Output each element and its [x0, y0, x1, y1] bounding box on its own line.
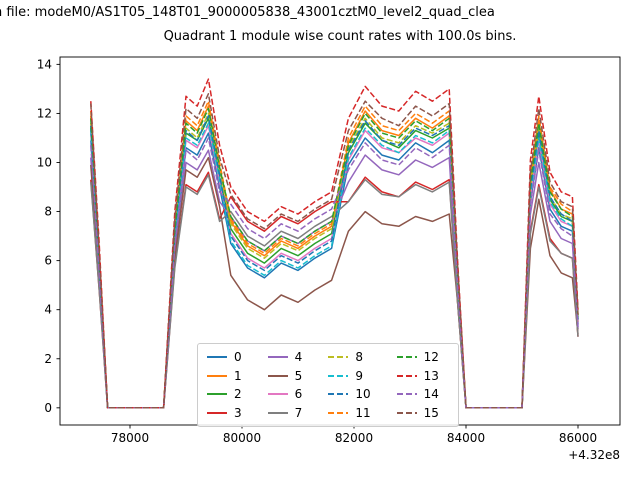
legend-line-sample-12 — [396, 356, 417, 359]
legend-line-sample-15 — [396, 411, 417, 414]
legend-label-2: 2 — [234, 387, 242, 402]
legend-label-8: 8 — [355, 350, 363, 365]
legend-item-11: 11 — [328, 404, 380, 423]
x-tick-label: 82000 — [335, 431, 373, 445]
legend-item-3: 3 — [207, 404, 252, 423]
legend-line-sample-9 — [328, 374, 349, 377]
legend-item-15: 15 — [396, 404, 449, 423]
legend-item-1: 1 — [207, 367, 252, 386]
legend-line-sample-13 — [396, 374, 417, 377]
legend-label-4: 4 — [294, 350, 303, 365]
x-tick-label: 84000 — [447, 431, 485, 445]
legend-label-12: 12 — [423, 350, 439, 365]
legend-item-14: 14 — [396, 385, 449, 404]
legend-line-sample-8 — [328, 356, 349, 359]
legend-line-sample-6 — [267, 393, 288, 396]
legend-line-sample-7 — [267, 411, 288, 414]
legend-item-13: 13 — [396, 367, 449, 386]
legend-label-9: 9 — [355, 368, 363, 383]
legend-label-14: 14 — [423, 387, 439, 402]
legend-line-sample-14 — [396, 393, 417, 396]
x-tick-label: 80000 — [223, 431, 261, 445]
legend-item-10: 10 — [328, 385, 380, 404]
legend-item-7: 7 — [267, 404, 313, 423]
legend-item-4: 4 — [267, 348, 313, 367]
legend-item-6: 6 — [267, 385, 313, 404]
legend-label-5: 5 — [294, 368, 303, 383]
y-tick-label: 12 — [37, 106, 52, 120]
legend-line-sample-11 — [328, 411, 349, 414]
legend-label-0: 0 — [234, 350, 242, 365]
legend-label-11: 11 — [355, 405, 371, 420]
y-tick-label: 0 — [44, 401, 52, 415]
legend-item-9: 9 — [328, 367, 380, 386]
legend-label-7: 7 — [294, 405, 303, 420]
legend-line-sample-3 — [207, 411, 227, 414]
x-tick-label: 78000 — [111, 431, 149, 445]
legend-item-5: 5 — [267, 367, 313, 386]
legend-line-sample-5 — [267, 374, 288, 377]
x-tick-label: 86000 — [559, 431, 597, 445]
series-line-15 — [90, 93, 579, 409]
legend-item-12: 12 — [396, 348, 449, 367]
legend-label-15: 15 — [423, 405, 439, 420]
legend-item-2: 2 — [207, 385, 252, 404]
y-tick-label: 4 — [44, 303, 52, 317]
legend-label-3: 3 — [234, 405, 242, 420]
legend-line-sample-10 — [328, 393, 349, 396]
chart-title: Quadrant 1 module wise count rates with … — [163, 29, 517, 44]
y-tick-label: 6 — [44, 254, 52, 268]
legend-item-0: 0 — [207, 348, 252, 367]
figure-title-filename: n file: modeM0/AS1T05_148T01_9000005838_… — [0, 5, 495, 20]
legend-label-1: 1 — [234, 368, 242, 383]
legend-label-13: 13 — [423, 368, 439, 383]
y-tick-label: 2 — [44, 352, 52, 366]
legend-label-6: 6 — [294, 387, 303, 402]
x-axis-offset-label: +4.32e8 — [568, 448, 620, 462]
legend-label-10: 10 — [355, 387, 371, 402]
y-tick-label: 14 — [37, 57, 52, 71]
series-line-9 — [90, 122, 579, 409]
legend-item-8: 8 — [328, 348, 380, 367]
y-tick-label: 8 — [44, 205, 52, 219]
y-tick-label: 10 — [37, 155, 52, 169]
legend-line-sample-1 — [207, 374, 227, 377]
legend-line-sample-2 — [207, 393, 227, 396]
legend-line-sample-0 — [207, 356, 227, 359]
legend-line-sample-4 — [267, 356, 288, 359]
legend: 0 1 2 3 4 5 6 7 8 9 10 11 12 13 14 15 — [197, 343, 459, 427]
